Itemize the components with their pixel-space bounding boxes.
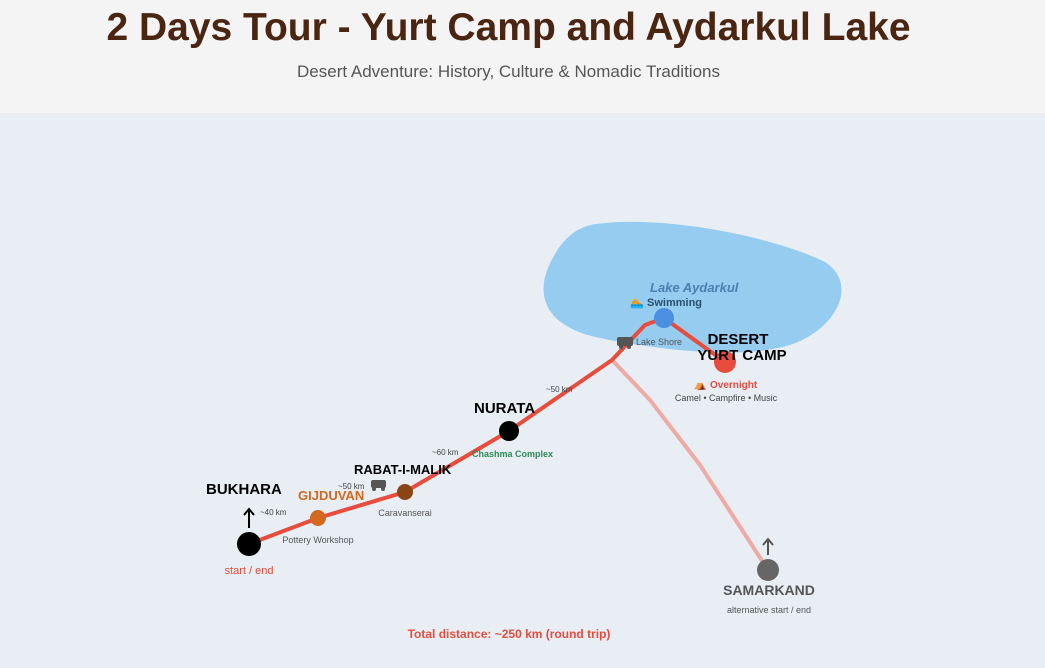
bus-icon — [617, 337, 633, 349]
gijduvan-note: Pottery Workshop — [282, 535, 353, 545]
main-route — [248, 316, 727, 546]
nurata-note: Chashma Complex — [472, 449, 553, 459]
rabat-marker[interactable] — [397, 484, 413, 500]
lake-name: Lake Aydarkul — [650, 280, 739, 295]
distance-3: ~60 km — [432, 448, 459, 457]
bus-icon — [371, 480, 386, 491]
gijduvan-marker[interactable] — [310, 510, 326, 526]
yurt-activities: Camel • Campfire • Music — [675, 393, 778, 403]
arrow-up-icon — [243, 507, 255, 528]
samarkand-note: alternative start / end — [727, 605, 811, 615]
bukhara-marker[interactable] — [237, 532, 261, 556]
nurata-label: NURATA — [474, 400, 535, 417]
rabat-label: RABAT-I-MALIK — [354, 462, 452, 477]
yurt-camp-marker[interactable] — [714, 351, 736, 373]
lake-shore-label: Lake Shore — [636, 337, 682, 347]
distance-1: ~40 km — [260, 508, 287, 517]
rabat-note: Caravanserai — [378, 508, 432, 518]
lake-shore-marker[interactable] — [654, 308, 674, 328]
arrow-up-icon — [762, 537, 774, 555]
yurt-label-line1: DESERT — [708, 331, 769, 348]
samarkand-label: SAMARKAND — [723, 582, 815, 598]
total-distance: Total distance: ~250 km (round trip) — [408, 627, 611, 641]
header: 2 Days Tour - Yurt Camp and Aydarkul Lak… — [0, 0, 1045, 113]
lake-activity: Swimming — [647, 297, 702, 309]
nurata-marker[interactable] — [499, 421, 519, 441]
page-subtitle: Desert Adventure: History, Culture & Nom… — [297, 62, 720, 81]
tent-icon: ⛺ — [694, 380, 706, 391]
swimming-icon: 🏊 — [630, 297, 644, 309]
gijduvan-label: GIJDUVAN — [298, 488, 364, 503]
yurt-note: Overnight — [710, 380, 758, 391]
yurt-label-line2: YURT CAMP — [697, 347, 786, 364]
distance-2: ~50 km — [338, 482, 365, 491]
page-title: 2 Days Tour - Yurt Camp and Aydarkul Lak… — [106, 6, 911, 49]
bukhara-label: BUKHARA — [206, 481, 282, 498]
bukhara-note: start / end — [225, 565, 274, 577]
lake-aydarkul — [543, 221, 842, 353]
distance-4: ~50 km — [546, 385, 573, 394]
alternative-route — [610, 358, 770, 572]
route-map: Lake Aydarkul 🏊 Swimming Lake Shore BUKH… — [206, 221, 842, 641]
samarkand-marker[interactable] — [757, 559, 779, 581]
